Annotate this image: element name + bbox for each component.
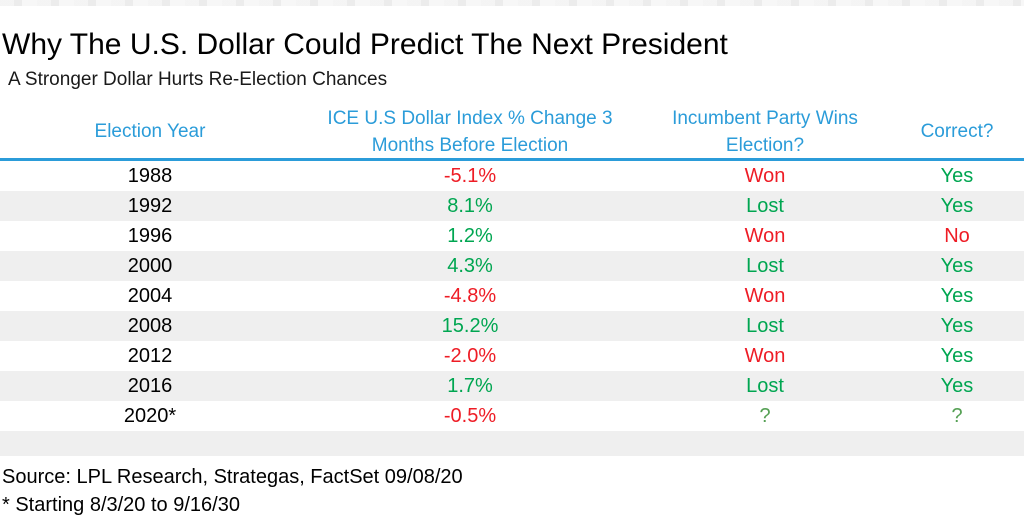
change-cell: -4.8% [443,285,497,307]
year-cell: 2004 [127,285,173,307]
source-text: Source: LPL Research, Strategas, FactSet… [2,466,463,488]
incumbent-cell: Lost [746,195,784,217]
change-cell: -5.1% [443,165,497,187]
incumbent-cell: Lost [746,375,784,397]
correct-cell: Yes [940,255,974,277]
correct-cell: ? [951,405,963,427]
correct-cell: Yes [940,195,974,217]
table-row: 2004 -4.8% Won Yes [0,281,1024,311]
year-cell: 1992 [127,195,173,217]
year-cell: 1988 [127,165,173,187]
incumbent-cell: Lost [746,315,784,337]
table-row: 1996 1.2% Won No [0,221,1024,251]
change-cell: 4.3% [447,255,493,277]
column-header-election-year: Election Year [94,121,206,142]
footnote-text: * Starting 8/3/20 to 9/16/30 [2,494,240,516]
correct-cell: Yes [940,165,974,187]
correct-cell: Yes [940,375,974,397]
change-cell: 1.2% [447,225,493,247]
table-header-row: Election Year ICE U.S Dollar Index % Cha… [0,105,1024,161]
table-row: 1988 -5.1% Won Yes [0,161,1024,191]
incumbent-cell: ? [759,405,771,427]
table-row: 2008 15.2% Lost Yes [0,311,1024,341]
incumbent-cell: Won [744,345,786,367]
correct-cell: Yes [940,315,974,337]
table-row: 2016 1.7% Lost Yes [0,371,1024,401]
incumbent-cell: Won [744,225,786,247]
change-cell: 8.1% [447,195,493,217]
page-subtitle: A Stronger Dollar Hurts Re-Election Chan… [8,69,388,90]
column-header-incumbent-wins: Incumbent Party Wins Election? [672,107,858,156]
change-cell: -2.0% [443,345,497,367]
table-row: 2000 4.3% Lost Yes [0,251,1024,281]
page-title: Why The U.S. Dollar Could Predict The Ne… [2,28,728,61]
table-row: 1992 8.1% Lost Yes [0,191,1024,221]
top-artifact-strip [0,0,1024,6]
incumbent-cell: Lost [746,255,784,277]
year-cell: 1996 [127,225,173,247]
correct-cell: Yes [940,345,974,367]
incumbent-cell: Won [744,285,786,307]
table-row: 2020* -0.5%?? [0,401,1024,431]
year-cell: 2012 [127,345,173,367]
change-cell: 15.2% [441,315,499,337]
table-row: 2012 -2.0% Won Yes [0,341,1024,371]
footer: Source: LPL Research, Strategas, FactSet… [0,463,1024,518]
column-header-dollar-index-change: ICE U.S Dollar Index % Change 3 Months B… [327,107,613,156]
year-cell: 2020* [123,405,177,427]
table-body: 1988 -5.1% Won Yes 1992 8.1% Lost Yes 1996 1.2% Wo… [0,161,1024,456]
election-dollar-table: Election Year ICE U.S Dollar Index % Cha… [0,105,1024,456]
year-cell: 2000 [127,255,173,277]
column-header-correct: Correct? [920,121,994,142]
empty-row-band [0,431,1024,456]
change-cell: -0.5% [443,405,497,427]
correct-cell: No [944,225,970,247]
incumbent-cell: Won [744,165,786,187]
change-cell: 1.7% [447,375,493,397]
correct-cell: Yes [940,285,974,307]
year-cell: 2016 [127,375,173,397]
year-cell: 2008 [127,315,173,337]
